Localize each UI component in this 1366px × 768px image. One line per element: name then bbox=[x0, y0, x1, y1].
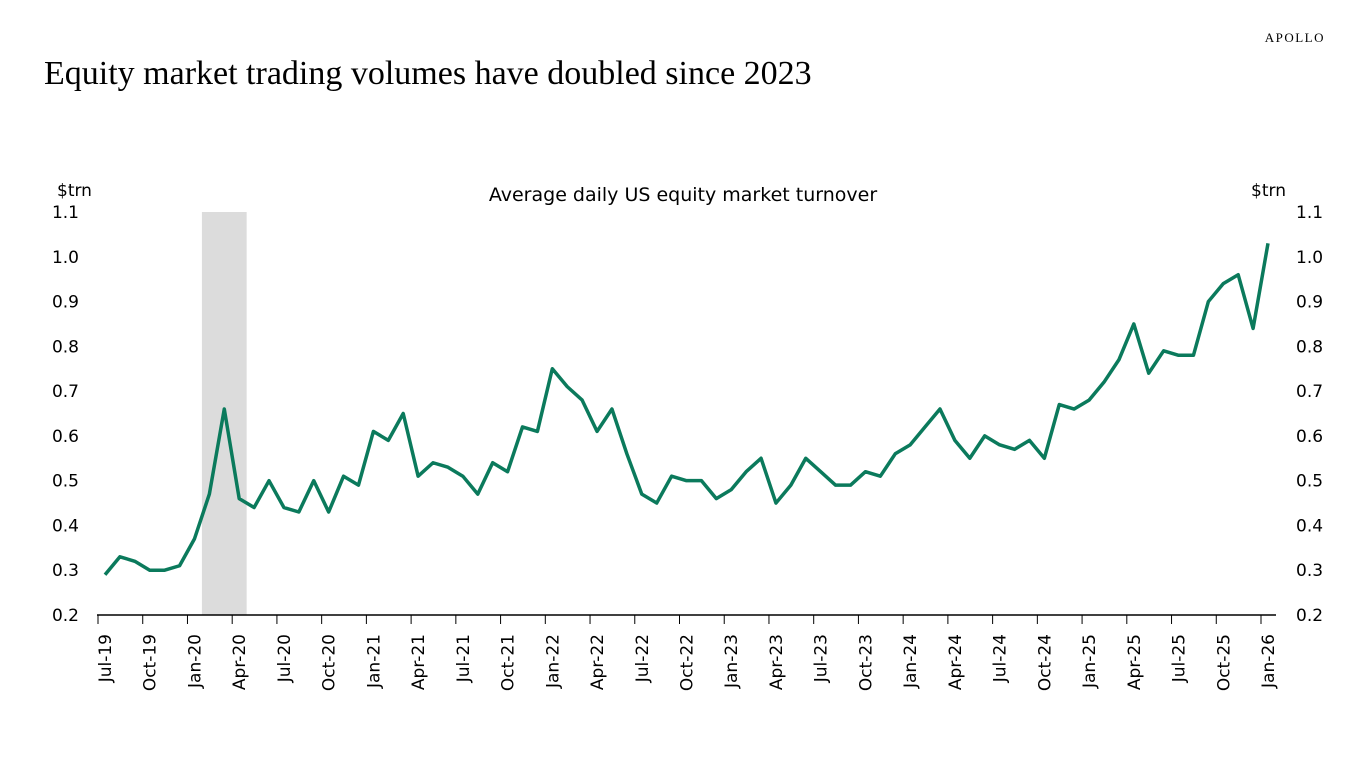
y-axis-label: $trn bbox=[57, 181, 92, 201]
x-tick-label: Jan-20 bbox=[185, 634, 205, 689]
x-tick-label: Jan-25 bbox=[1080, 634, 1100, 689]
y2-tick-label: 0.9 bbox=[1296, 293, 1323, 313]
x-tick-label: Jul-22 bbox=[633, 634, 653, 683]
x-tick-label: Jul-19 bbox=[96, 634, 116, 683]
y2-tick-label: 1.1 bbox=[1296, 203, 1323, 223]
y-tick-label: 1.1 bbox=[52, 203, 79, 223]
x-tick-label: Apr-21 bbox=[409, 634, 429, 690]
x-tick-label: Jul-23 bbox=[812, 634, 832, 683]
y-tick-label: 0.8 bbox=[52, 337, 79, 357]
brand: APOLLO bbox=[1265, 30, 1325, 45]
x-tick-label: Jul-20 bbox=[275, 634, 295, 683]
x-tick-label: Apr-20 bbox=[230, 634, 250, 690]
x-tick-label: Apr-24 bbox=[946, 634, 966, 690]
x-tick-label: Jul-25 bbox=[1170, 634, 1190, 683]
data-line bbox=[103, 243, 1270, 576]
y2-tick-label: 0.4 bbox=[1296, 516, 1323, 536]
y2-tick-label: 0.3 bbox=[1296, 561, 1323, 581]
y-tick-label: 0.6 bbox=[52, 427, 79, 447]
y2-axis-label: $trn bbox=[1251, 181, 1286, 201]
x-tick-label: Apr-25 bbox=[1125, 634, 1145, 690]
x-tick-label: Jul-24 bbox=[991, 634, 1011, 683]
y2-tick-label: 0.7 bbox=[1296, 382, 1323, 402]
y2-tick-label: 0.5 bbox=[1296, 472, 1323, 492]
x-tick-label: Jan-22 bbox=[543, 634, 563, 689]
chart-subtitle: Average daily US equity market turnover bbox=[489, 184, 877, 206]
y-tick-label: 0.9 bbox=[52, 293, 79, 313]
y2-tick-label: 1.0 bbox=[1296, 248, 1323, 268]
x-tick-label: Jan-26 bbox=[1259, 634, 1279, 689]
y-tick-label: 0.3 bbox=[52, 561, 79, 581]
y2-tick-label: 0.2 bbox=[1296, 606, 1323, 626]
x-tick-label: Oct-19 bbox=[141, 634, 161, 691]
chart-title: Equity market trading volumes have doubl… bbox=[44, 55, 812, 92]
y-tick-label: 0.5 bbox=[52, 472, 79, 492]
y-tick-label: 0.2 bbox=[52, 606, 79, 626]
x-tick-label: Jan-21 bbox=[364, 634, 384, 689]
x-tick-label: Oct-21 bbox=[499, 634, 519, 691]
x-tick-label: Oct-25 bbox=[1214, 634, 1234, 691]
x-tick-label: Oct-23 bbox=[856, 634, 876, 691]
y2-tick-label: 0.8 bbox=[1296, 337, 1323, 357]
x-tick-label: Jul-21 bbox=[454, 634, 474, 683]
x-tick-label: Jan-23 bbox=[722, 634, 742, 689]
y2-tick-label: 0.6 bbox=[1296, 427, 1323, 447]
y-tick-label: 1.0 bbox=[52, 248, 79, 268]
x-tick-label: Oct-20 bbox=[320, 634, 340, 691]
x-tick-label: Oct-22 bbox=[678, 634, 698, 691]
x-tick-label: Jan-24 bbox=[901, 634, 921, 689]
y-tick-label: 0.7 bbox=[52, 382, 79, 402]
x-tick-label: Oct-24 bbox=[1035, 634, 1055, 691]
x-tick-label: Apr-22 bbox=[588, 634, 608, 690]
x-tick-label: Apr-23 bbox=[767, 634, 787, 690]
y-tick-label: 0.4 bbox=[52, 516, 79, 536]
